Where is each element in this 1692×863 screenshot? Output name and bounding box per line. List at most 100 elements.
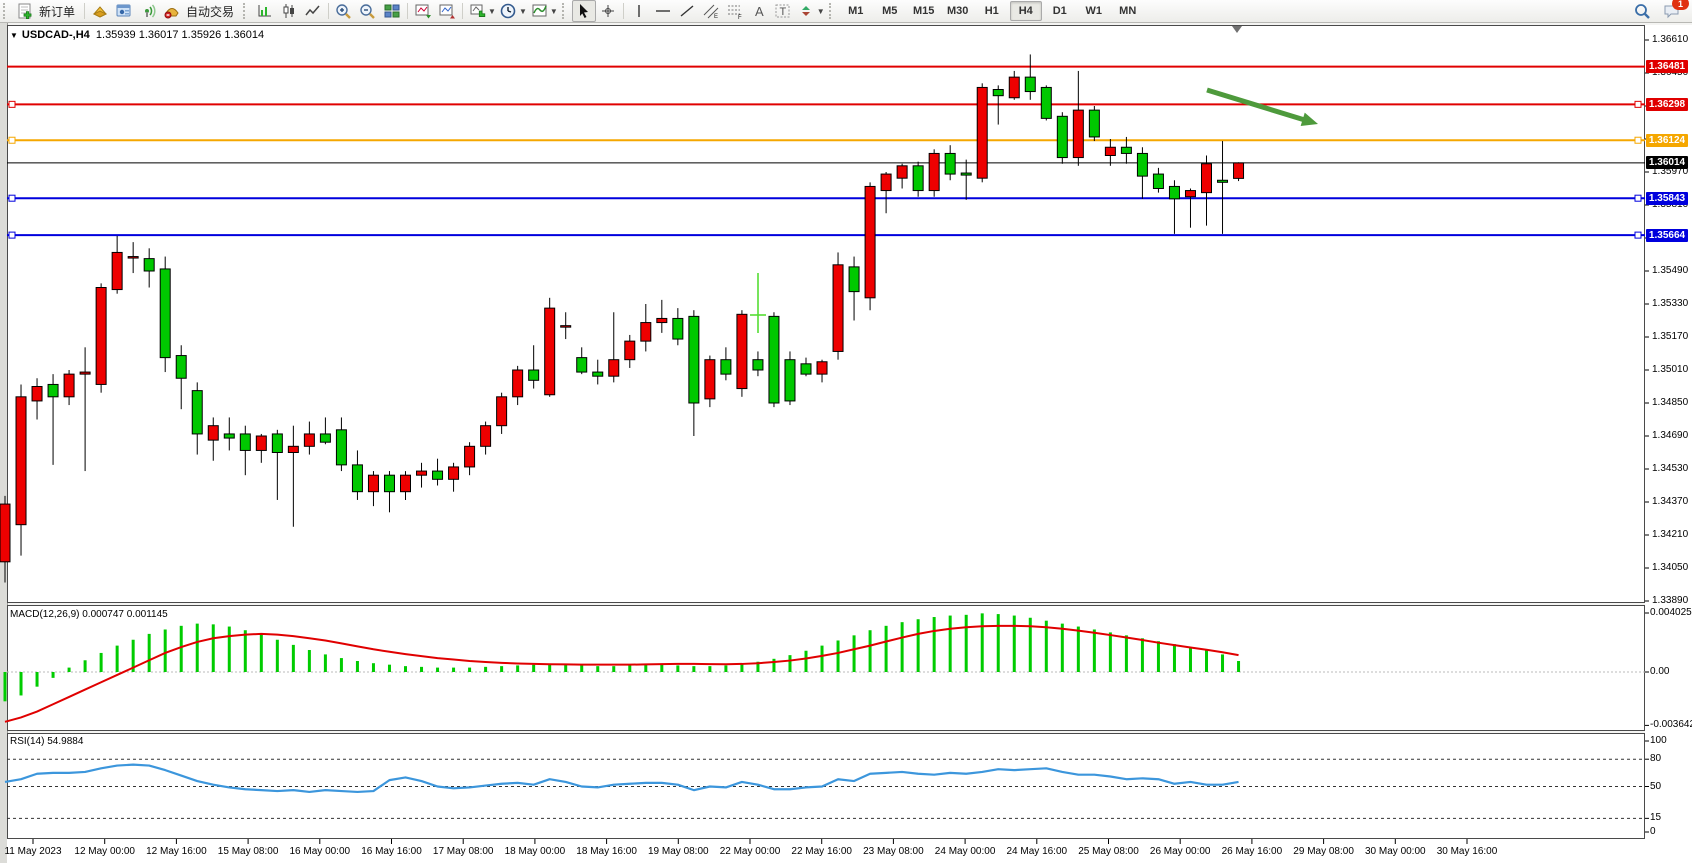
time-tick-label: 16 May 16:00 xyxy=(361,846,422,857)
crosshair-icon[interactable] xyxy=(596,0,620,22)
svg-text:F: F xyxy=(738,15,742,19)
chart-title: ▼ USDCAD-,H4 1.35939 1.36017 1.35926 1.36… xyxy=(10,29,264,41)
navigator-icon[interactable] xyxy=(112,0,136,22)
toolbar-separator xyxy=(84,3,86,19)
macd-axis-label: -0.003642 xyxy=(1650,719,1692,731)
search-icon[interactable] xyxy=(1630,0,1654,22)
toolbar-separator xyxy=(462,3,464,19)
new-order-label[interactable]: 新订单 xyxy=(39,4,76,19)
time-tick-label: 18 May 16:00 xyxy=(576,846,637,857)
indicators-icon[interactable] xyxy=(528,0,552,22)
macd-axis-label: 0.004025 xyxy=(1650,606,1692,618)
price-tick-label: 1.34850 xyxy=(1652,397,1689,408)
notification-badge: 1 xyxy=(1672,0,1689,10)
tab-timeframe-d1[interactable]: D1 xyxy=(1052,5,1067,17)
time-axis[interactable] xyxy=(7,839,1645,863)
price-line-tag: 1.36014 xyxy=(1646,156,1688,170)
price-tick-label: 1.35330 xyxy=(1652,298,1689,309)
cursor-icon[interactable] xyxy=(571,0,596,22)
svg-text:A: A xyxy=(755,4,764,19)
price-tick-label: 1.36610 xyxy=(1652,34,1689,45)
macd-label: MACD(12,26,9) 0.000747 0.001145 xyxy=(10,609,168,620)
time-tick-label: 24 May 00:00 xyxy=(934,846,996,857)
trendline-icon[interactable] xyxy=(675,0,699,22)
tab-timeframe-m30[interactable]: M30 xyxy=(947,5,969,17)
chat-icon[interactable]: 1 xyxy=(1660,0,1689,22)
indicators-caret-icon[interactable]: ▼ xyxy=(549,6,558,16)
price-tick-label: 1.33890 xyxy=(1652,595,1689,606)
autotrading-icon[interactable] xyxy=(160,0,184,22)
collapse-icon[interactable]: ▼ xyxy=(10,31,18,40)
price-tick-label: 1.35970 xyxy=(1652,166,1689,177)
signal-icon[interactable] xyxy=(136,0,160,22)
zoom-out-icon[interactable] xyxy=(356,0,380,22)
time-tick-label: 19 May 08:00 xyxy=(647,846,709,857)
toolbar-grip[interactable] xyxy=(243,3,250,19)
tab-timeframe-m1[interactable]: M1 xyxy=(848,5,864,17)
timeframe-toolbar: M1 M5 M15 M30 H1 H4 D1 W1 MN xyxy=(839,1,1145,21)
toolbar-grip[interactable] xyxy=(561,3,569,19)
price-tick-label: 1.34690 xyxy=(1652,430,1689,441)
arrows-caret-icon[interactable]: ▼ xyxy=(816,6,825,16)
price-tick-label: 1.35170 xyxy=(1652,331,1689,342)
time-tick-label: 29 May 08:00 xyxy=(1293,846,1354,857)
time-tick-label: 17 May 08:00 xyxy=(432,846,494,857)
equidistant-channel-icon[interactable]: E xyxy=(699,0,723,22)
time-tick-label: 26 May 16:00 xyxy=(1221,846,1283,857)
new-chart-caret-icon[interactable]: ▼ xyxy=(488,6,496,16)
price-tick-label: 1.35010 xyxy=(1652,364,1689,375)
time-tick-label: 25 May 08:00 xyxy=(1078,846,1139,857)
tile-windows-icon[interactable] xyxy=(380,0,404,22)
line-chart-icon[interactable] xyxy=(301,0,325,22)
tab-timeframe-m15[interactable]: M15 xyxy=(913,5,935,17)
chart-shift-marker[interactable] xyxy=(1232,26,1242,33)
horizontal-line-icon[interactable] xyxy=(651,0,675,22)
new-order-icon[interactable] xyxy=(13,0,37,22)
main-chart-panel[interactable] xyxy=(7,25,1645,603)
rsi-axis-label: 100 xyxy=(1650,735,1667,746)
toolbar-separator xyxy=(328,3,330,19)
tab-timeframe-h1[interactable]: H1 xyxy=(984,5,999,17)
zoom-in-icon[interactable] xyxy=(332,0,356,22)
bar-chart-icon[interactable] xyxy=(253,0,277,22)
arrows-tool-icon[interactable] xyxy=(795,0,819,22)
rsi-axis-label: 0 xyxy=(1650,826,1656,837)
market-watch-icon[interactable] xyxy=(88,0,112,22)
candlestick-chart-icon[interactable] xyxy=(277,0,301,22)
rsi-label: RSI(14) 54.9884 xyxy=(10,736,84,747)
tab-timeframe-mn[interactable]: MN xyxy=(1119,5,1137,17)
macd-panel[interactable] xyxy=(7,605,1645,731)
toolbar-grip[interactable] xyxy=(828,3,836,19)
rsi-axis-label: 80 xyxy=(1650,753,1662,765)
fibonacci-icon[interactable]: F xyxy=(723,0,747,22)
toolbar-grip[interactable] xyxy=(3,3,10,19)
svg-text:T: T xyxy=(779,6,786,18)
text-label-icon[interactable]: T xyxy=(771,0,795,22)
time-tick-label: 15 May 08:00 xyxy=(217,846,279,857)
time-tick-label: 26 May 00:00 xyxy=(1149,846,1211,857)
periods-caret-icon[interactable]: ▼ xyxy=(518,6,527,16)
price-tick-label: 1.34050 xyxy=(1652,562,1689,573)
ohlc-readout: 1.35939 1.36017 1.35926 1.36014 xyxy=(95,29,265,41)
tab-timeframe-m5[interactable]: M5 xyxy=(882,5,898,17)
price-line-tag: 1.35843 xyxy=(1646,191,1688,205)
cascade-charts-icon[interactable] xyxy=(435,0,459,22)
price-tick-label: 1.34370 xyxy=(1652,496,1689,507)
autotrading-label[interactable]: 自动交易 xyxy=(186,4,235,19)
vertical-line-icon[interactable] xyxy=(627,0,651,22)
tab-timeframe-h4[interactable]: H4 xyxy=(1009,1,1042,21)
time-tick-label: 18 May 00:00 xyxy=(504,846,566,857)
price-line-tag: 1.36298 xyxy=(1646,97,1688,111)
new-chart-icon[interactable] xyxy=(466,0,490,22)
time-tick-label: 16 May 00:00 xyxy=(289,846,351,857)
time-tick-label: 12 May 00:00 xyxy=(74,846,135,857)
text-icon[interactable]: A xyxy=(747,0,771,22)
time-tick-label: 24 May 16:00 xyxy=(1006,846,1068,857)
price-line-tag: 1.36481 xyxy=(1646,60,1688,74)
toolbar-separator xyxy=(622,3,624,19)
rsi-panel[interactable] xyxy=(7,733,1645,839)
arrange-charts-icon[interactable] xyxy=(411,0,435,22)
periods-clock-icon[interactable] xyxy=(497,0,521,22)
tab-timeframe-w1[interactable]: W1 xyxy=(1085,5,1102,17)
